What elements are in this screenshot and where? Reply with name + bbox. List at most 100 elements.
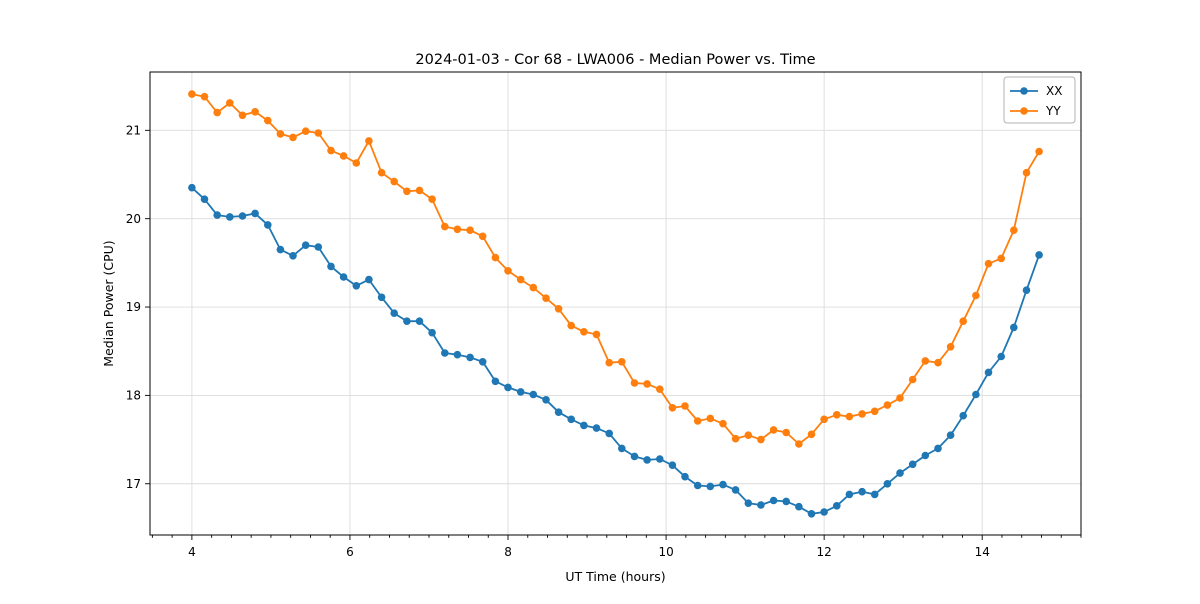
legend-label: XX xyxy=(1046,84,1062,98)
data-point xyxy=(200,195,209,203)
data-point xyxy=(403,187,411,196)
data-point xyxy=(516,388,525,396)
data-point xyxy=(782,497,790,506)
x-tick-label: 4 xyxy=(188,545,196,559)
x-tick-label: 6 xyxy=(346,545,354,559)
data-point xyxy=(491,253,500,262)
data-point xyxy=(744,431,753,440)
data-point xyxy=(554,305,563,313)
data-point xyxy=(428,195,436,203)
data-point xyxy=(807,510,816,518)
data-point xyxy=(478,358,487,366)
data-point xyxy=(453,225,462,234)
data-point xyxy=(946,431,955,440)
data-point xyxy=(339,273,348,281)
data-point xyxy=(289,252,297,260)
data-point xyxy=(731,434,740,443)
data-point xyxy=(567,321,575,330)
data-point xyxy=(630,379,639,387)
data-point xyxy=(984,259,993,268)
data-point xyxy=(807,430,816,439)
data-point xyxy=(643,456,651,464)
data-point xyxy=(226,99,234,107)
y-axis: 17 18 19 20 21 xyxy=(126,124,150,491)
data-point xyxy=(845,490,854,499)
data-point xyxy=(504,267,512,275)
data-point xyxy=(959,317,967,326)
data-point xyxy=(656,455,664,463)
data-point xyxy=(516,275,525,284)
data-point xyxy=(934,444,942,453)
legend-label: YY xyxy=(1045,104,1061,118)
data-point xyxy=(845,412,854,421)
data-point xyxy=(693,417,702,425)
data-point xyxy=(352,159,361,167)
data-point xyxy=(706,414,715,423)
data-point xyxy=(1035,251,1043,259)
plot-border xyxy=(149,71,1082,536)
data-point xyxy=(567,415,575,424)
data-point xyxy=(238,111,247,120)
data-point xyxy=(795,502,803,511)
data-point xyxy=(833,411,841,419)
data-point xyxy=(934,358,942,367)
data-point xyxy=(858,487,866,496)
data-point xyxy=(1022,168,1031,177)
data-point xyxy=(896,394,904,402)
data-point xyxy=(883,480,892,488)
data-point xyxy=(795,440,803,448)
y-tick-label: 19 xyxy=(126,300,141,314)
data-point xyxy=(757,501,765,509)
data-point xyxy=(504,383,512,392)
data-point xyxy=(580,421,588,430)
data-point xyxy=(554,408,563,417)
data-point xyxy=(997,352,1005,361)
data-point xyxy=(213,108,221,117)
y-tick-label: 18 xyxy=(126,389,141,403)
data-point xyxy=(403,317,411,326)
data-point xyxy=(870,490,879,499)
data-point xyxy=(630,452,639,461)
data-point xyxy=(529,390,538,399)
data-point xyxy=(618,358,626,366)
data-point xyxy=(352,282,361,290)
data-point xyxy=(377,293,386,302)
data-point xyxy=(264,221,272,229)
x-axis-label: UT Time (hours) xyxy=(565,569,665,584)
data-point xyxy=(820,508,828,516)
data-point xyxy=(188,90,196,98)
data-point xyxy=(365,137,373,145)
data-point xyxy=(605,429,613,438)
data-point xyxy=(693,481,702,490)
data-point xyxy=(314,129,323,137)
data-point xyxy=(858,410,866,418)
data-point xyxy=(580,328,588,336)
data-point xyxy=(883,401,892,409)
data-point xyxy=(200,92,209,101)
data-point xyxy=(415,317,424,326)
data-point xyxy=(276,245,285,254)
data-point xyxy=(921,357,930,365)
data-point xyxy=(668,404,677,412)
data-point xyxy=(946,343,955,351)
data-point xyxy=(441,349,449,357)
data-point xyxy=(731,486,740,494)
data-point xyxy=(592,424,601,432)
data-point xyxy=(251,108,259,116)
data-point xyxy=(226,213,234,221)
y-tick-label: 21 xyxy=(126,124,141,138)
data-point xyxy=(276,130,285,138)
data-point xyxy=(428,328,436,337)
data-point xyxy=(668,461,677,470)
data-point xyxy=(188,183,196,192)
data-point xyxy=(643,380,651,388)
legend-box xyxy=(1003,76,1076,124)
data-point xyxy=(441,222,449,231)
data-point xyxy=(453,350,462,359)
x-tick-label: 12 xyxy=(817,545,832,559)
data-point xyxy=(984,368,993,377)
data-point xyxy=(681,402,689,410)
data-point xyxy=(769,426,778,434)
data-point xyxy=(301,127,310,135)
